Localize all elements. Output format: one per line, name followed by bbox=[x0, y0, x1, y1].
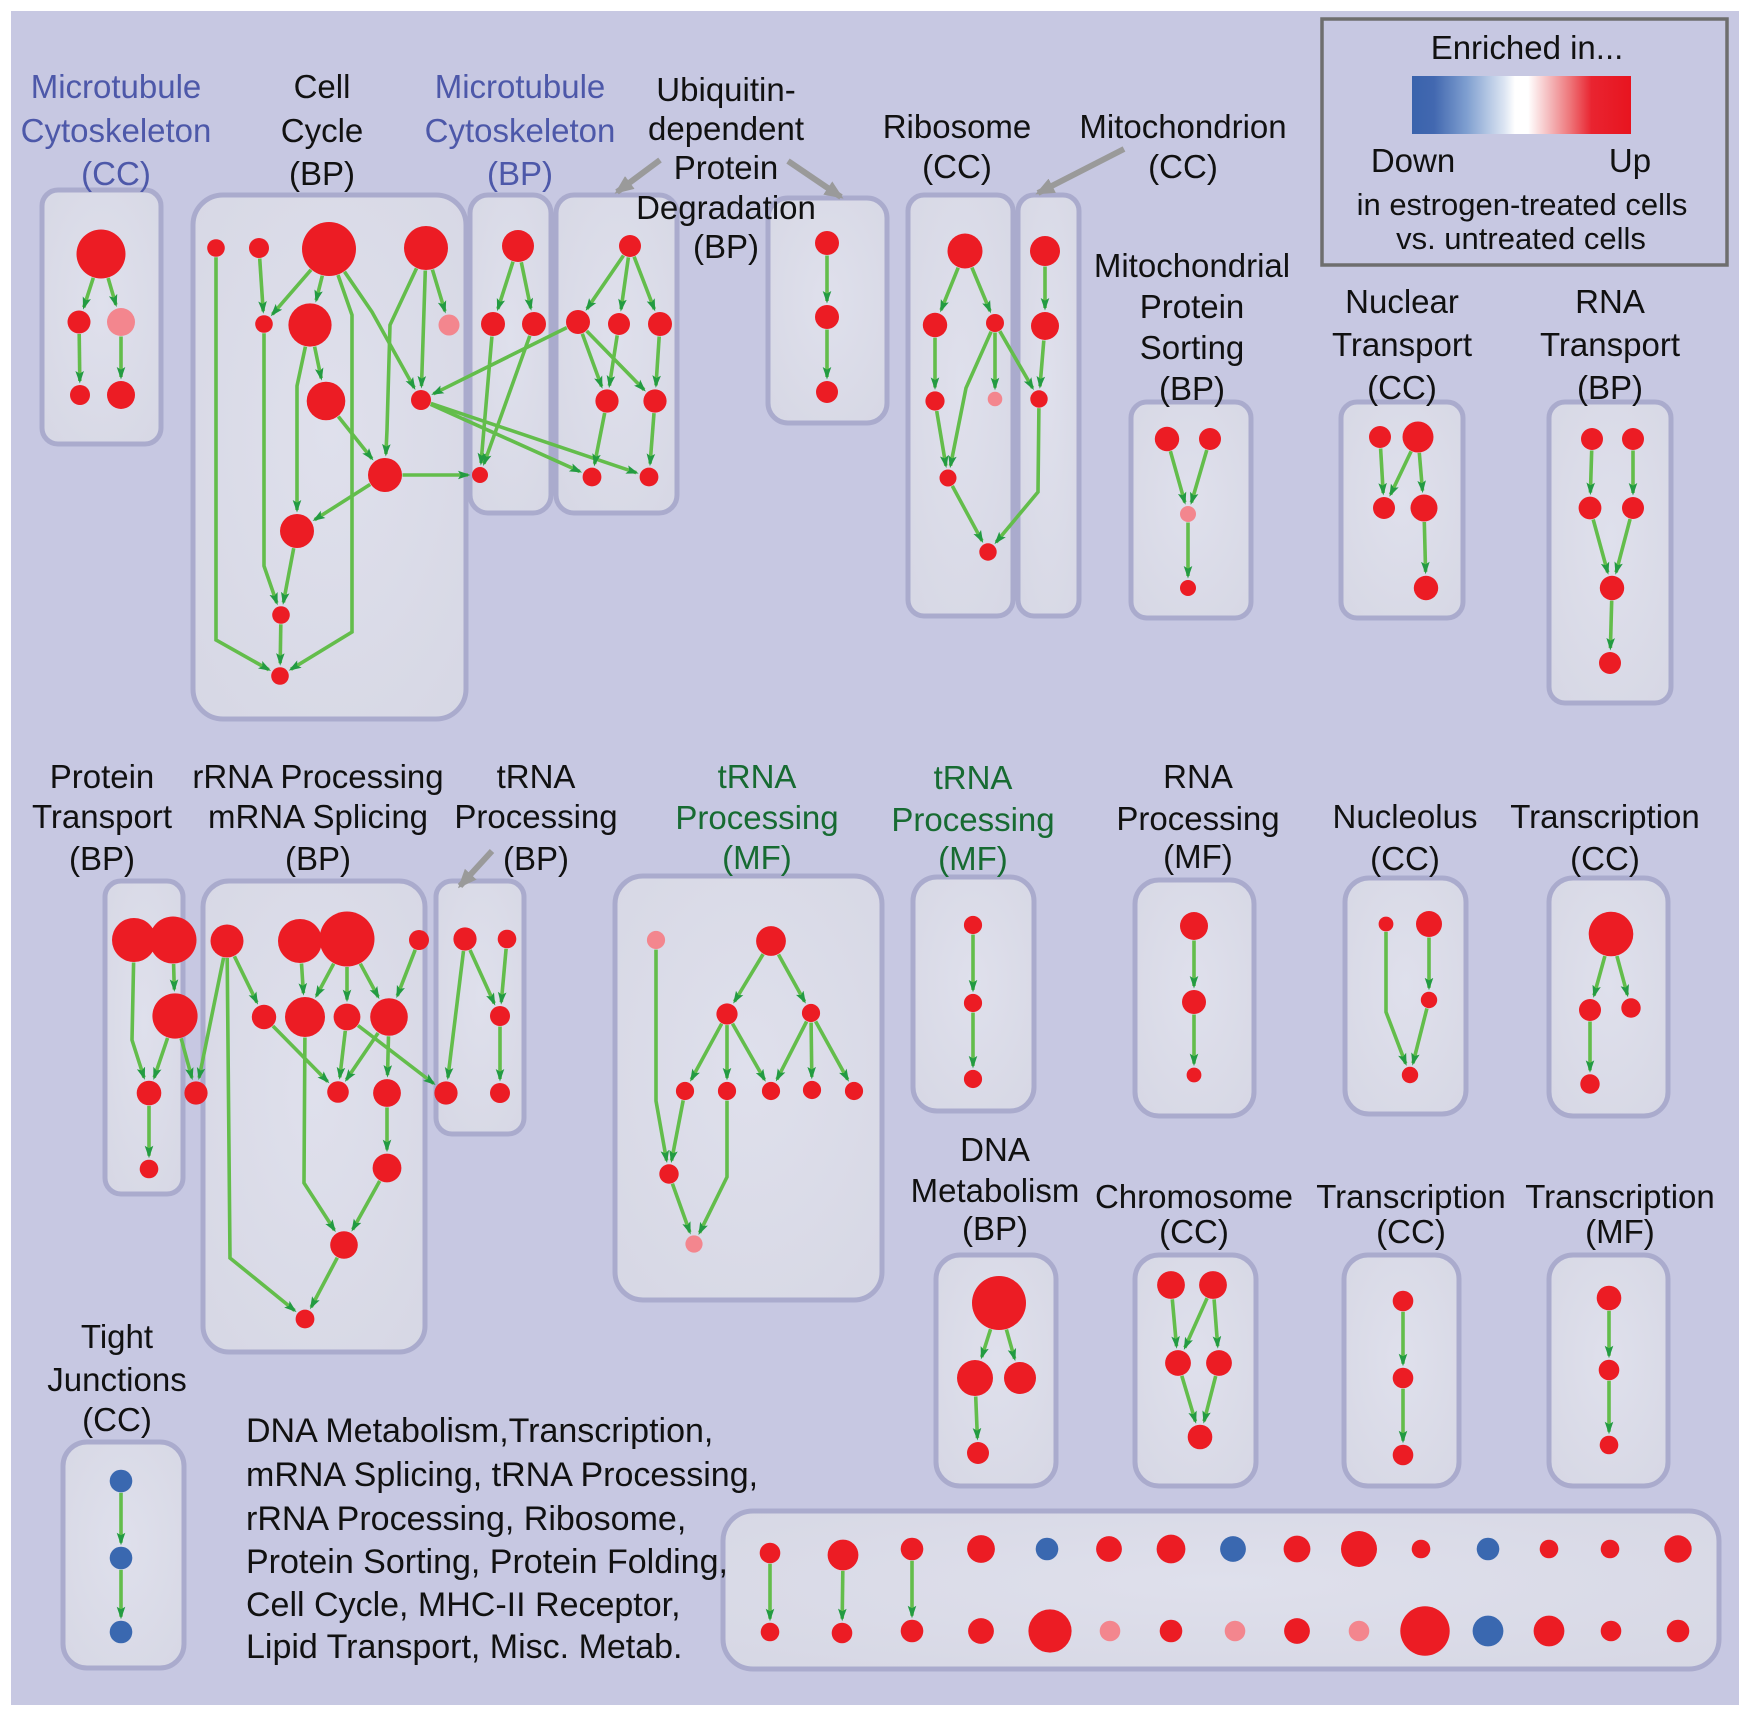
svg-text:RNA: RNA bbox=[1575, 283, 1645, 320]
svg-text:Lipid Transport, Misc. Metab.: Lipid Transport, Misc. Metab. bbox=[246, 1628, 683, 1666]
svg-text:(BP): (BP) bbox=[289, 155, 355, 192]
svg-text:(CC): (CC) bbox=[1376, 1213, 1446, 1250]
svg-text:Protein: Protein bbox=[50, 758, 155, 795]
svg-text:(CC): (CC) bbox=[82, 1401, 152, 1438]
svg-text:(BP): (BP) bbox=[285, 840, 351, 877]
svg-text:DNA Metabolism,Transcription,: DNA Metabolism,Transcription, bbox=[246, 1412, 713, 1450]
svg-text:Cell: Cell bbox=[294, 68, 351, 105]
svg-text:Processing: Processing bbox=[675, 799, 838, 836]
svg-text:(BP): (BP) bbox=[1159, 370, 1225, 407]
svg-text:Nucleolus: Nucleolus bbox=[1333, 798, 1478, 835]
svg-text:Processing: Processing bbox=[891, 801, 1054, 838]
svg-text:rRNA Processing, Ribosome,: rRNA Processing, Ribosome, bbox=[246, 1500, 686, 1538]
svg-text:Protein Sorting, Protein Foldi: Protein Sorting, Protein Folding, bbox=[246, 1543, 728, 1581]
svg-text:Transcription: Transcription bbox=[1510, 798, 1700, 835]
svg-text:Transport: Transport bbox=[32, 798, 172, 835]
svg-text:Protein: Protein bbox=[1140, 288, 1245, 325]
svg-text:tRNA: tRNA bbox=[934, 759, 1013, 796]
svg-text:(CC): (CC) bbox=[1159, 1213, 1229, 1250]
svg-text:tRNA: tRNA bbox=[718, 758, 797, 795]
svg-text:(BP): (BP) bbox=[487, 155, 553, 192]
svg-text:Microtubule: Microtubule bbox=[435, 68, 606, 105]
svg-text:(CC): (CC) bbox=[1570, 840, 1640, 877]
svg-text:Mitochondrion: Mitochondrion bbox=[1079, 108, 1286, 145]
svg-text:Junctions: Junctions bbox=[47, 1361, 186, 1398]
svg-text:in estrogen-treated cells: in estrogen-treated cells bbox=[1357, 187, 1688, 222]
svg-text:Microtubule: Microtubule bbox=[31, 68, 202, 105]
svg-text:rRNA Processing: rRNA Processing bbox=[192, 758, 443, 795]
svg-text:Metabolism: Metabolism bbox=[911, 1172, 1080, 1209]
svg-text:Transcription: Transcription bbox=[1525, 1178, 1715, 1215]
svg-text:(MF): (MF) bbox=[1163, 838, 1233, 875]
svg-text:Transport: Transport bbox=[1332, 326, 1472, 363]
svg-text:(CC): (CC) bbox=[922, 148, 992, 185]
svg-text:Chromosome: Chromosome bbox=[1095, 1178, 1293, 1215]
svg-text:dependent: dependent bbox=[648, 110, 804, 147]
svg-text:(MF): (MF) bbox=[938, 840, 1008, 877]
svg-text:Tight: Tight bbox=[81, 1318, 153, 1355]
svg-text:vs. untreated cells: vs. untreated cells bbox=[1396, 221, 1646, 256]
svg-text:Cytoskeleton: Cytoskeleton bbox=[425, 112, 616, 149]
svg-text:Down: Down bbox=[1371, 142, 1455, 179]
svg-text:Cycle: Cycle bbox=[281, 112, 364, 149]
svg-text:(BP): (BP) bbox=[693, 228, 759, 265]
svg-text:(CC): (CC) bbox=[1370, 840, 1440, 877]
svg-text:(MF): (MF) bbox=[1585, 1213, 1655, 1250]
svg-text:Protein: Protein bbox=[674, 149, 779, 186]
svg-text:RNA: RNA bbox=[1163, 758, 1233, 795]
svg-text:tRNA: tRNA bbox=[497, 758, 576, 795]
svg-text:Processing: Processing bbox=[454, 798, 617, 835]
svg-text:(BP): (BP) bbox=[69, 840, 135, 877]
svg-text:Ribosome: Ribosome bbox=[883, 108, 1032, 145]
svg-text:DNA: DNA bbox=[960, 1131, 1030, 1168]
svg-text:Cell Cycle, MHC-II Receptor,: Cell Cycle, MHC-II Receptor, bbox=[246, 1586, 681, 1624]
svg-text:(CC): (CC) bbox=[1148, 148, 1218, 185]
svg-text:Up: Up bbox=[1609, 142, 1651, 179]
svg-text:(BP): (BP) bbox=[1577, 369, 1643, 406]
svg-text:(BP): (BP) bbox=[503, 840, 569, 877]
svg-text:Nuclear: Nuclear bbox=[1345, 283, 1459, 320]
svg-text:(CC): (CC) bbox=[1367, 369, 1437, 406]
svg-text:Cytoskeleton: Cytoskeleton bbox=[21, 112, 212, 149]
svg-text:mRNA Splicing: mRNA Splicing bbox=[208, 798, 428, 835]
svg-text:(CC): (CC) bbox=[81, 155, 151, 192]
svg-text:Mitochondrial: Mitochondrial bbox=[1094, 247, 1290, 284]
svg-text:Sorting: Sorting bbox=[1140, 329, 1245, 366]
svg-text:Enriched in...: Enriched in... bbox=[1431, 29, 1624, 66]
svg-text:Transcription: Transcription bbox=[1316, 1178, 1506, 1215]
svg-text:Ubiquitin-: Ubiquitin- bbox=[656, 71, 795, 108]
svg-text:(MF): (MF) bbox=[722, 839, 792, 876]
svg-text:(BP): (BP) bbox=[962, 1210, 1028, 1247]
svg-text:Degradation: Degradation bbox=[636, 189, 816, 226]
svg-text:mRNA Splicing, tRNA Processing: mRNA Splicing, tRNA Processing, bbox=[246, 1456, 758, 1494]
svg-text:Processing: Processing bbox=[1116, 800, 1279, 837]
svg-text:Transport: Transport bbox=[1540, 326, 1680, 363]
